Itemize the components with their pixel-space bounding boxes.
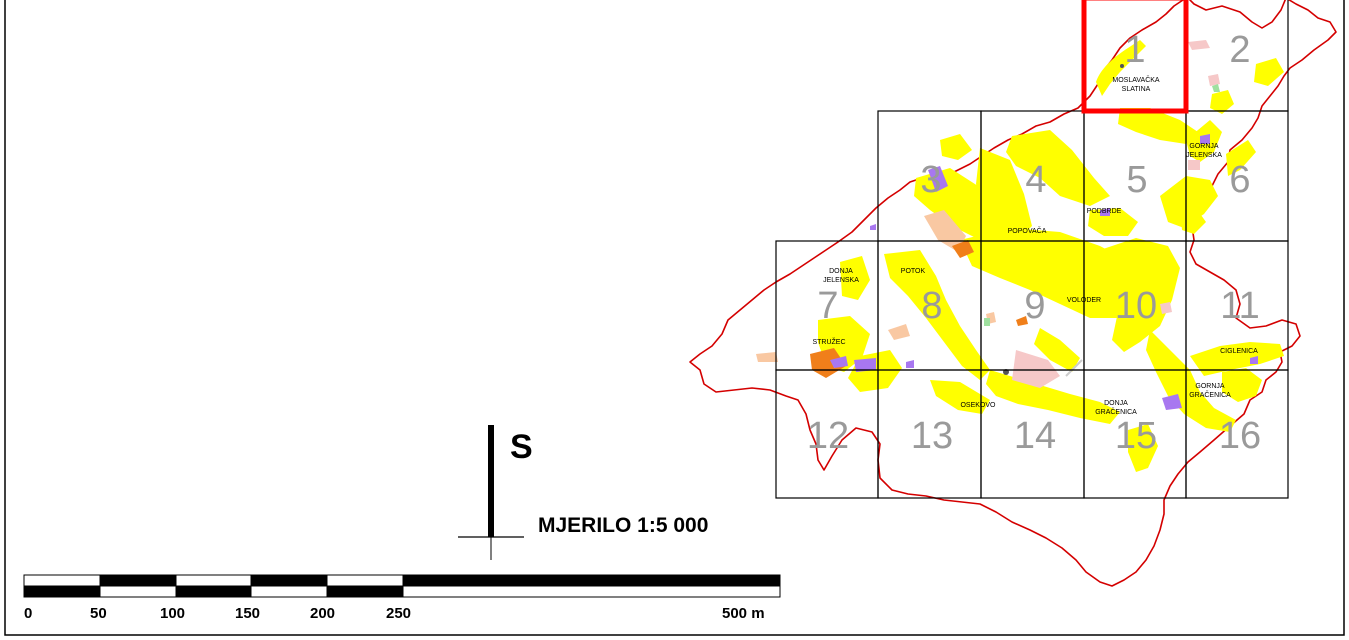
scale-tick-label: 100 xyxy=(160,605,185,622)
place-label: POTOK xyxy=(901,268,926,275)
place-label: PODBRDE xyxy=(1087,208,1122,215)
sheet-number-16: 16 xyxy=(1219,415,1261,457)
place-label: POPOVAČA xyxy=(1008,226,1047,235)
selected-sheet-frame xyxy=(1081,0,1189,114)
scale-bar xyxy=(23,574,781,598)
place-label: VOLODER xyxy=(1067,297,1101,304)
place-labels: MOSLAVAČKA SLATINA GORNJA JELENSKA PODBR… xyxy=(812,75,1258,416)
place-label: JELENSKA xyxy=(1186,152,1222,159)
sheet-number-9: 9 xyxy=(1024,285,1045,327)
sheet-cell-16[interactable] xyxy=(1185,369,1289,499)
scale-tick-label: 250 xyxy=(386,605,411,622)
sheet-number-5: 5 xyxy=(1126,159,1147,201)
place-label: JELENSKA xyxy=(823,277,859,284)
place-label: GRAČENICA xyxy=(1189,390,1231,399)
north-arrow: S xyxy=(458,425,533,560)
place-label: MOSLAVAČKA xyxy=(1112,75,1160,84)
map-frame xyxy=(4,0,1345,636)
sheet-number-12: 12 xyxy=(807,415,849,457)
scale-tick-label: 150 xyxy=(235,605,260,622)
municipality-boundary xyxy=(689,0,1337,587)
land-use-patches xyxy=(756,40,1258,410)
place-label: OSEKOVO xyxy=(960,402,996,409)
sheet-number-4: 4 xyxy=(1025,159,1046,201)
place-label: CIGLENICA xyxy=(1220,348,1258,355)
sheet-number-3: 3 xyxy=(920,159,941,201)
place-label: GRAČENICA xyxy=(1095,407,1137,416)
scale-labels: 0 50 100 150 200 250 500 m xyxy=(24,605,765,622)
settlement-areas xyxy=(818,40,1284,472)
sheet-number-1: 1 xyxy=(1124,29,1145,71)
sheet-number-13: 13 xyxy=(911,415,953,457)
sheet-number-14: 14 xyxy=(1014,415,1056,457)
sheet-number-6: 6 xyxy=(1229,159,1250,201)
sheet-number-7: 7 xyxy=(817,285,838,327)
north-label: S xyxy=(510,428,533,466)
sheet-number-15: 15 xyxy=(1115,415,1157,457)
scale-title: MJERILO 1:5 000 xyxy=(538,514,708,537)
sheet-numbers: 1 2 3 4 5 6 7 8 9 10 11 12 13 14 15 16 xyxy=(807,29,1261,457)
scale-end-label: 500 m xyxy=(722,605,765,622)
place-label: GORNJA xyxy=(1195,383,1225,390)
sheet-number-10: 10 xyxy=(1115,285,1157,327)
scale-tick-label: 50 xyxy=(90,605,107,622)
sheet-number-8: 8 xyxy=(921,285,942,327)
sheet-number-11: 11 xyxy=(1220,285,1259,327)
place-label: DONJA xyxy=(1104,400,1128,407)
sheet-number-2: 2 xyxy=(1229,29,1250,71)
sheet-grid xyxy=(775,0,1289,499)
place-label: SLATINA xyxy=(1122,86,1151,93)
place-label: GORNJA xyxy=(1189,143,1219,150)
place-label: DONJA xyxy=(829,268,853,275)
scale-tick-label: 200 xyxy=(310,605,335,622)
scale-tick-label: 0 xyxy=(24,605,32,622)
place-label: STRUŽEC xyxy=(812,337,845,346)
